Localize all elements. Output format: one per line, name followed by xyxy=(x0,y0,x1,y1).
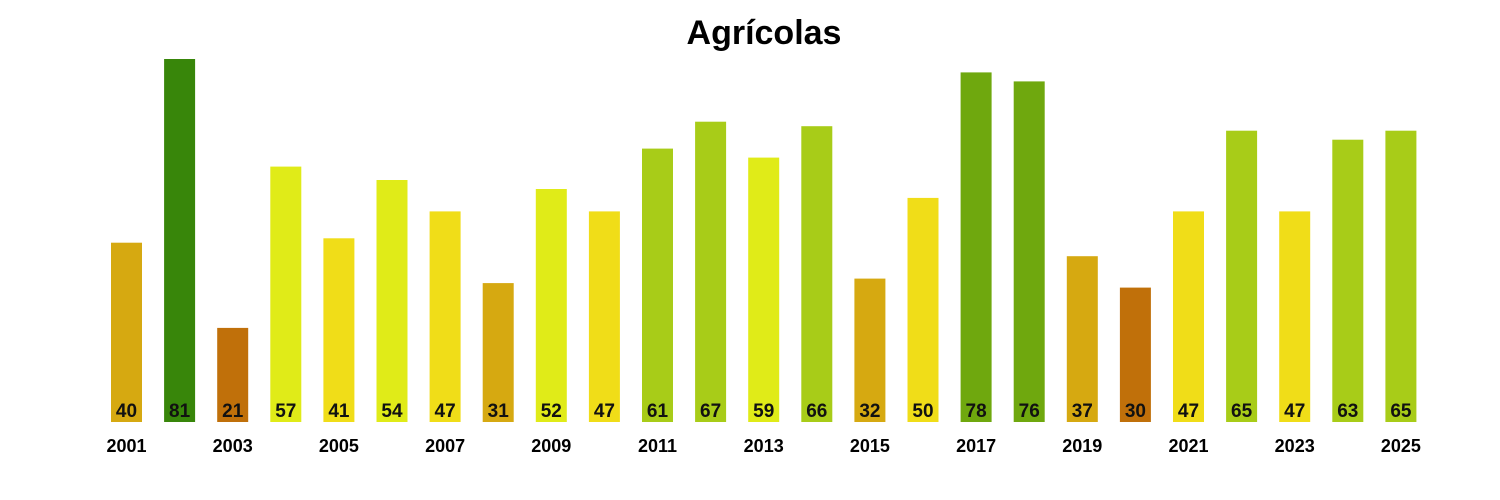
value-label-2001: 40 xyxy=(116,401,137,422)
bar-2008 xyxy=(482,283,514,422)
x-tick-label-2007: 2007 xyxy=(425,436,465,456)
value-label-2011: 61 xyxy=(647,401,669,422)
value-labels-group: 40 81 21 57 41 54 47 31 52 47 61 67 59 66 32 50 78 76 37 30… xyxy=(116,401,1412,422)
x-tick-label-2001: 2001 xyxy=(106,436,146,456)
value-label-2002: 81 xyxy=(169,401,191,422)
chart-title: Agrícolas xyxy=(687,14,842,52)
value-label-2020: 30 xyxy=(1125,401,1146,422)
x-tick-label-2005: 2005 xyxy=(319,436,359,456)
bar-2013 xyxy=(748,157,780,422)
value-label-2004: 57 xyxy=(275,401,296,422)
bar-2003 xyxy=(217,327,249,422)
bar-2024 xyxy=(1332,139,1364,422)
bar-2023 xyxy=(1279,211,1311,422)
bar-2009 xyxy=(535,189,567,422)
value-label-2016: 50 xyxy=(912,401,933,422)
value-label-2023: 47 xyxy=(1284,401,1305,422)
value-label-2003: 21 xyxy=(222,401,244,422)
value-label-2025: 65 xyxy=(1390,401,1412,422)
value-label-2024: 63 xyxy=(1337,401,1358,422)
bars-group xyxy=(111,59,1417,423)
x-tick-label-2023: 2023 xyxy=(1275,436,1315,456)
bar-2014 xyxy=(801,126,833,422)
value-label-2006: 54 xyxy=(381,401,403,422)
bar-2017 xyxy=(960,72,992,423)
bar-2018 xyxy=(1013,81,1045,423)
bar-2010 xyxy=(588,211,620,422)
bar-2002 xyxy=(164,59,196,422)
x-tick-label-2009: 2009 xyxy=(531,436,571,456)
value-label-2005: 41 xyxy=(328,401,350,422)
bar-2011 xyxy=(642,148,673,422)
bar-2012 xyxy=(695,121,727,422)
bar-2022 xyxy=(1226,130,1258,422)
bar-2006 xyxy=(376,180,408,422)
x-tick-label-2015: 2015 xyxy=(850,436,890,456)
bar-2016 xyxy=(907,197,939,422)
value-label-2019: 37 xyxy=(1072,401,1093,422)
value-label-2014: 66 xyxy=(806,401,827,422)
value-label-2022: 65 xyxy=(1231,401,1253,422)
value-label-2017: 78 xyxy=(966,401,987,422)
value-label-2013: 59 xyxy=(753,401,774,422)
x-tick-label-2025: 2025 xyxy=(1381,436,1421,456)
value-label-2021: 47 xyxy=(1178,401,1199,422)
value-label-2007: 47 xyxy=(435,401,456,422)
bar-2019 xyxy=(1066,256,1098,422)
bar-2021 xyxy=(1173,211,1204,422)
x-tick-label-2003: 2003 xyxy=(213,436,253,456)
value-label-2008: 31 xyxy=(488,401,510,422)
value-label-2009: 52 xyxy=(541,401,562,422)
x-axis-tick-labels: 2001 2003 2005 2007 2009 2011 2013 2015 2017 2019… xyxy=(106,436,1420,456)
bar-2005 xyxy=(323,238,355,422)
x-tick-label-2017: 2017 xyxy=(956,436,996,456)
x-tick-label-2019: 2019 xyxy=(1062,436,1102,456)
value-label-2015: 32 xyxy=(859,401,880,422)
bar-2004 xyxy=(270,166,302,422)
bar-2025 xyxy=(1385,130,1417,422)
bar-2007 xyxy=(429,211,461,422)
x-tick-label-2021: 2021 xyxy=(1168,436,1208,456)
value-label-2018: 76 xyxy=(1019,401,1040,422)
x-tick-label-2011: 2011 xyxy=(638,436,677,456)
value-label-2012: 67 xyxy=(700,401,721,422)
bar-2015 xyxy=(854,278,886,422)
bar-2001 xyxy=(111,242,142,422)
value-label-2010: 47 xyxy=(594,401,615,422)
bar-2020 xyxy=(1119,287,1151,422)
x-tick-label-2013: 2013 xyxy=(744,436,784,456)
